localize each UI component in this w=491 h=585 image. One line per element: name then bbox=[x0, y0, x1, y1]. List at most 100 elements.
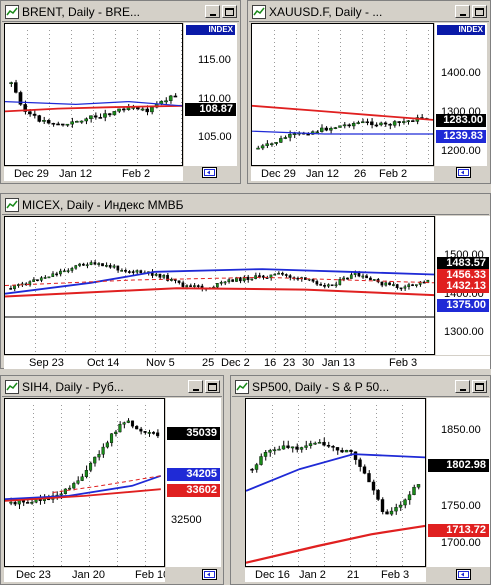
price-tick: 32500 bbox=[171, 514, 202, 526]
moving-average-line bbox=[252, 104, 433, 121]
sp500-chart-window[interactable]: SP500, Daily - S & P 50... 1850.00 1802.… bbox=[230, 375, 491, 585]
candle-body bbox=[288, 275, 292, 278]
price-tick: 1750.00 bbox=[441, 500, 481, 512]
candle-body bbox=[407, 284, 411, 287]
candle-body bbox=[250, 468, 254, 471]
candle-body bbox=[89, 262, 93, 265]
minimize-button[interactable] bbox=[455, 5, 470, 18]
candle-body bbox=[349, 449, 353, 452]
candle-body bbox=[103, 113, 107, 118]
sp500-plot-area[interactable] bbox=[245, 398, 426, 567]
candle-body bbox=[84, 118, 89, 122]
chart-shift-button[interactable] bbox=[202, 167, 217, 178]
chart-shift-button[interactable] bbox=[202, 569, 217, 580]
candle-body bbox=[59, 493, 63, 496]
brent-chart-window[interactable]: BRENT, Daily - BRE... INDEX 115.00 110.0… bbox=[0, 0, 241, 184]
time-tick: 30 bbox=[302, 357, 315, 369]
moving-average-line bbox=[5, 474, 162, 501]
xauusd-price-chart bbox=[252, 30, 433, 163]
last-price-label: 1483.57 bbox=[437, 257, 489, 270]
micex-time-axis[interactable]: Sep 23 Oct 14 Nov 5 25 Dec 2 16 23 30 Ja… bbox=[4, 356, 490, 369]
candle-body bbox=[108, 265, 112, 268]
chart-shift-button[interactable] bbox=[456, 569, 471, 580]
chart-shift-icon bbox=[458, 169, 469, 176]
candle-body bbox=[43, 277, 47, 279]
sp500-price-scale[interactable]: 1850.00 1802.98 1750.00 1713.72 1700.00 bbox=[427, 398, 490, 567]
candle-body bbox=[82, 263, 85, 266]
sih4-price-scale[interactable]: 35039 34205 33602 32500 bbox=[166, 398, 221, 567]
micex-plot-area[interactable] bbox=[4, 216, 435, 355]
candle-body bbox=[313, 442, 317, 445]
minimize-button[interactable] bbox=[188, 380, 203, 393]
sih4-time-axis[interactable]: Dec 23 Jan 20 Feb 10 bbox=[4, 568, 165, 582]
moving-average-line bbox=[5, 287, 434, 298]
minimize-button[interactable] bbox=[205, 5, 220, 18]
candle-body bbox=[317, 442, 322, 444]
brent-plot-area[interactable] bbox=[4, 23, 183, 166]
candle-body bbox=[145, 108, 150, 113]
brent-price-scale[interactable]: INDEX 115.00 110.00 105.00 108.87 bbox=[184, 23, 237, 166]
candle-body bbox=[254, 275, 257, 279]
time-tick: Feb 3 bbox=[389, 357, 418, 369]
candle-body bbox=[308, 443, 313, 446]
maximize-button[interactable] bbox=[222, 5, 237, 18]
candle-body bbox=[272, 449, 277, 452]
candle-body bbox=[97, 263, 101, 265]
time-tick: Jan 20 bbox=[72, 569, 106, 581]
ma-blue-label: 34205 bbox=[167, 468, 220, 481]
sih4-plot-area[interactable] bbox=[4, 398, 165, 567]
sp500-time-axis[interactable]: Dec 16 Jan 2 21 Feb 3 bbox=[245, 568, 426, 582]
xauusd-plot-area[interactable] bbox=[251, 23, 434, 166]
candle-body bbox=[139, 428, 143, 432]
candle-body bbox=[258, 275, 261, 277]
candle-body bbox=[139, 270, 143, 274]
candle-body bbox=[399, 287, 403, 290]
candle-body bbox=[261, 275, 265, 278]
candle-body bbox=[304, 445, 308, 448]
time-tick: Dec 16 bbox=[255, 569, 290, 581]
xauusd-title-bar[interactable]: XAUUSD.F, Daily - ... bbox=[249, 2, 489, 22]
micex-price-scale[interactable]: 1500.00 1400.00 1300.00 1483.57 1456.33 … bbox=[436, 216, 490, 355]
maximize-button[interactable] bbox=[472, 5, 487, 18]
maximize-button[interactable] bbox=[472, 380, 487, 393]
sih4-chart-window[interactable]: SIH4, Daily - Руб... 35039 34205 33602 3… bbox=[0, 375, 224, 585]
candle-body bbox=[112, 265, 116, 268]
candle-body bbox=[250, 278, 254, 281]
sih4-title: SIH4, Daily - Руб... bbox=[22, 379, 124, 394]
sih4-title-bar[interactable]: SIH4, Daily - Руб... bbox=[2, 377, 222, 397]
micex-chart-window[interactable]: MICEX, Daily - Индекс ММВБ 1500.00 1400.… bbox=[0, 193, 491, 369]
sp500-title-bar[interactable]: SP500, Daily - S & P 50... bbox=[232, 377, 489, 397]
chart-shift-button[interactable] bbox=[456, 167, 471, 178]
last-price-label: 1283.00 bbox=[436, 114, 486, 127]
candle-body bbox=[101, 446, 105, 455]
candle-body bbox=[60, 123, 65, 126]
candle-body bbox=[320, 127, 324, 132]
ma-red-label: 1432.13 bbox=[437, 280, 489, 293]
xauusd-time-axis[interactable]: Dec 29 Jan 12 26 Feb 2 bbox=[251, 167, 434, 181]
candle-body bbox=[47, 276, 51, 279]
brent-title-bar[interactable]: BRENT, Daily - BRE... bbox=[2, 2, 239, 22]
chart-shift-icon bbox=[204, 169, 215, 176]
candle-body bbox=[256, 147, 260, 150]
brent-time-axis[interactable]: Dec 29 Jan 12 Feb 2 bbox=[4, 167, 183, 181]
time-tick: Dec 29 bbox=[14, 168, 49, 180]
candle-body bbox=[277, 448, 281, 451]
micex-title-bar[interactable]: MICEX, Daily - Индекс ММВБ bbox=[2, 195, 489, 215]
micex-title: MICEX, Daily - Индекс ММВБ bbox=[22, 197, 184, 212]
candle-body bbox=[140, 108, 145, 111]
maximize-button[interactable] bbox=[205, 380, 220, 393]
time-tick: 23 bbox=[283, 357, 296, 369]
candle-body bbox=[215, 283, 219, 288]
xauusd-chart-window[interactable]: XAUUSD.F, Daily - ... INDEX 1400.00 1300… bbox=[247, 0, 491, 184]
candle-body bbox=[242, 276, 246, 282]
candle-body bbox=[13, 82, 18, 93]
xauusd-price-scale[interactable]: INDEX 1400.00 1300.00 1200.00 1283.00 12… bbox=[435, 23, 487, 166]
candle-body bbox=[117, 108, 121, 112]
candle-body bbox=[72, 483, 76, 489]
minimize-button[interactable] bbox=[455, 380, 470, 393]
candle-body bbox=[372, 279, 376, 281]
candle-body bbox=[374, 124, 379, 127]
candle-body bbox=[70, 121, 74, 125]
candle-body bbox=[32, 279, 35, 282]
candle-body bbox=[88, 462, 93, 471]
